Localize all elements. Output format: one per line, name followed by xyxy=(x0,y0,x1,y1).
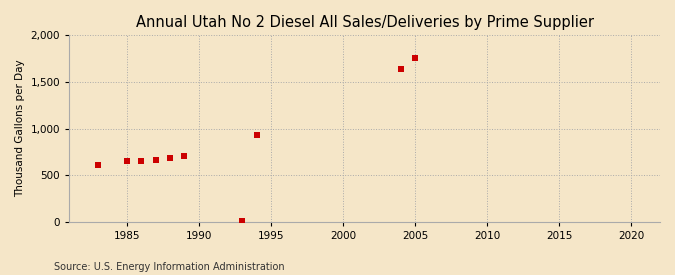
Point xyxy=(237,218,248,223)
Title: Annual Utah No 2 Diesel All Sales/Deliveries by Prime Supplier: Annual Utah No 2 Diesel All Sales/Delive… xyxy=(136,15,593,30)
Point xyxy=(165,156,176,160)
Point xyxy=(251,133,262,137)
Text: Source: U.S. Energy Information Administration: Source: U.S. Energy Information Administ… xyxy=(54,262,285,272)
Point xyxy=(136,159,146,163)
Point xyxy=(179,154,190,159)
Point xyxy=(410,56,421,60)
Y-axis label: Thousand Gallons per Day: Thousand Gallons per Day xyxy=(15,60,25,197)
Point xyxy=(92,163,103,167)
Point xyxy=(396,67,406,71)
Point xyxy=(151,158,161,162)
Point xyxy=(122,159,132,164)
